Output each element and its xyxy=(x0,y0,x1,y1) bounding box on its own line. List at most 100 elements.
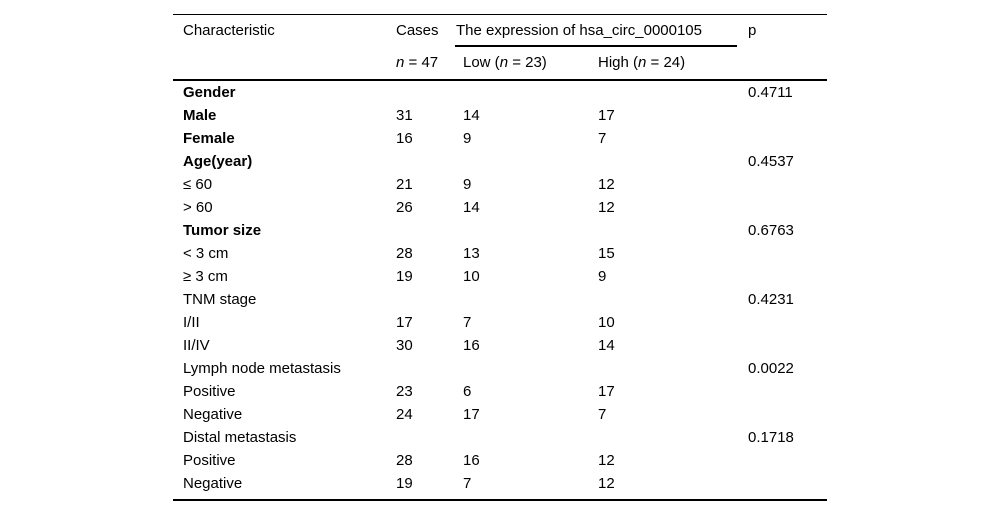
row-p-value xyxy=(748,242,827,265)
table-row: > 60 26 14 12 xyxy=(173,196,827,219)
row-low-value: 9 xyxy=(463,175,472,193)
header-low: Low (n = 23) xyxy=(463,47,598,80)
row-cases-value xyxy=(396,80,463,104)
row-high-value: 12 xyxy=(598,175,615,193)
row-label: II/IV xyxy=(183,336,210,354)
row-high-value: 7 xyxy=(598,405,607,423)
row-high-value: 12 xyxy=(598,474,615,492)
header-cases-n: n = 47 xyxy=(396,47,463,80)
row-label: Tumor size xyxy=(183,221,262,239)
cases-n-value: = 47 xyxy=(404,54,439,71)
row-label: Lymph node metastasis xyxy=(183,359,341,377)
row-low-value: 7 xyxy=(463,313,472,331)
row-high-value: 12 xyxy=(598,198,615,216)
header-empty-characteristic xyxy=(173,47,396,80)
row-high-value: 12 xyxy=(598,451,615,469)
row-high-value: 10 xyxy=(598,313,615,331)
header-p: p xyxy=(748,22,757,40)
row-cases-value xyxy=(396,288,463,311)
row-label: Negative xyxy=(183,405,243,423)
row-p-value: 0.0022 xyxy=(748,359,794,377)
italic-n: n xyxy=(638,54,647,71)
row-high-value: 7 xyxy=(598,129,607,147)
row-label: ≤ 60 xyxy=(183,175,213,193)
row-label: > 60 xyxy=(183,198,213,216)
row-high-value: 14 xyxy=(598,336,615,354)
header-high: High (n = 24) xyxy=(598,47,748,80)
table-row: II/IV 30 16 14 xyxy=(173,334,827,357)
row-cases-value xyxy=(396,426,463,449)
row-label: Female xyxy=(183,129,235,147)
clinical-characteristics-table: Characteristic Cases The expression of h… xyxy=(173,14,827,495)
row-p-value xyxy=(748,311,827,334)
header-expression-group-label: The expression of hsa_circ_0000105 xyxy=(456,22,702,40)
low-label: Low ( xyxy=(463,54,500,71)
row-low-value: 14 xyxy=(463,106,480,124)
row-p-value xyxy=(748,403,827,426)
table-row: ≥ 3 cm 19 10 9 xyxy=(173,265,827,288)
header-empty-p xyxy=(748,47,827,80)
row-low-value: 7 xyxy=(463,474,472,492)
header-cases: Cases xyxy=(396,22,439,40)
row-cases-value: 24 xyxy=(396,405,413,423)
table-row: Positive 28 16 12 xyxy=(173,449,827,472)
table-header: Characteristic Cases The expression of h… xyxy=(173,15,827,80)
row-p-value: 0.4231 xyxy=(748,290,794,308)
high-label: High ( xyxy=(598,54,639,71)
row-cases-value: 26 xyxy=(396,198,413,216)
table-row: Tumor size 0.6763 xyxy=(173,219,827,242)
row-p-value xyxy=(748,334,827,357)
row-label: < 3 cm xyxy=(183,244,229,262)
row-cases-value: 28 xyxy=(396,451,413,469)
row-low-value xyxy=(463,219,598,242)
row-p-value: 0.1718 xyxy=(748,428,794,446)
row-label: Age(year) xyxy=(183,152,253,170)
row-low-value: 16 xyxy=(463,336,480,354)
row-high-value xyxy=(598,426,748,449)
row-p-value xyxy=(748,449,827,472)
expression-group-underline xyxy=(455,44,737,47)
row-high-value xyxy=(598,357,748,380)
header-row-2: n = 47 Low (n = 23) High (n = 24) xyxy=(173,47,827,80)
row-low-value: 16 xyxy=(463,451,480,469)
row-low-value: 17 xyxy=(463,405,480,423)
row-p-value xyxy=(748,127,827,150)
row-p-value: 0.4711 xyxy=(748,83,793,101)
row-cases-value xyxy=(396,219,463,242)
row-p-value: 0.4537 xyxy=(748,152,794,170)
row-cases-value: 31 xyxy=(396,106,413,124)
row-high-value xyxy=(598,219,748,242)
row-low-value xyxy=(463,357,598,380)
row-p-value xyxy=(748,196,827,219)
row-p-value xyxy=(748,104,827,127)
table-row: Positive 23 6 17 xyxy=(173,380,827,403)
row-label: I/II xyxy=(183,313,200,331)
row-label: ≥ 3 cm xyxy=(183,267,228,285)
table-body: Gender 0.4711 Male 31 14 17 Female 16 9 … xyxy=(173,80,827,495)
row-high-value: 17 xyxy=(598,382,615,400)
table-row: Negative 24 17 7 xyxy=(173,403,827,426)
row-high-value: 17 xyxy=(598,106,615,124)
row-cases-value: 28 xyxy=(396,244,413,262)
row-cases-value: 16 xyxy=(396,129,413,147)
row-low-value xyxy=(463,80,598,104)
row-low-value: 6 xyxy=(463,382,472,400)
table-row: Distal metastasis 0.1718 xyxy=(173,426,827,449)
table-row: Female 16 9 7 xyxy=(173,127,827,150)
table-row: I/II 17 7 10 xyxy=(173,311,827,334)
table-row: TNM stage 0.4231 xyxy=(173,288,827,311)
row-low-value: 10 xyxy=(463,267,480,285)
row-cases-value: 23 xyxy=(396,382,413,400)
row-cases-value: 19 xyxy=(396,267,413,285)
row-low-value xyxy=(463,426,598,449)
table-bottom-rule xyxy=(173,499,827,501)
italic-n: n xyxy=(499,54,509,71)
row-high-value: 9 xyxy=(598,267,607,285)
row-low-value: 14 xyxy=(463,198,480,216)
row-label: TNM stage xyxy=(183,290,257,308)
row-low-value xyxy=(463,150,598,173)
italic-n: n xyxy=(396,54,405,71)
high-n-value: = 24) xyxy=(646,54,686,71)
row-low-value: 13 xyxy=(463,244,480,262)
